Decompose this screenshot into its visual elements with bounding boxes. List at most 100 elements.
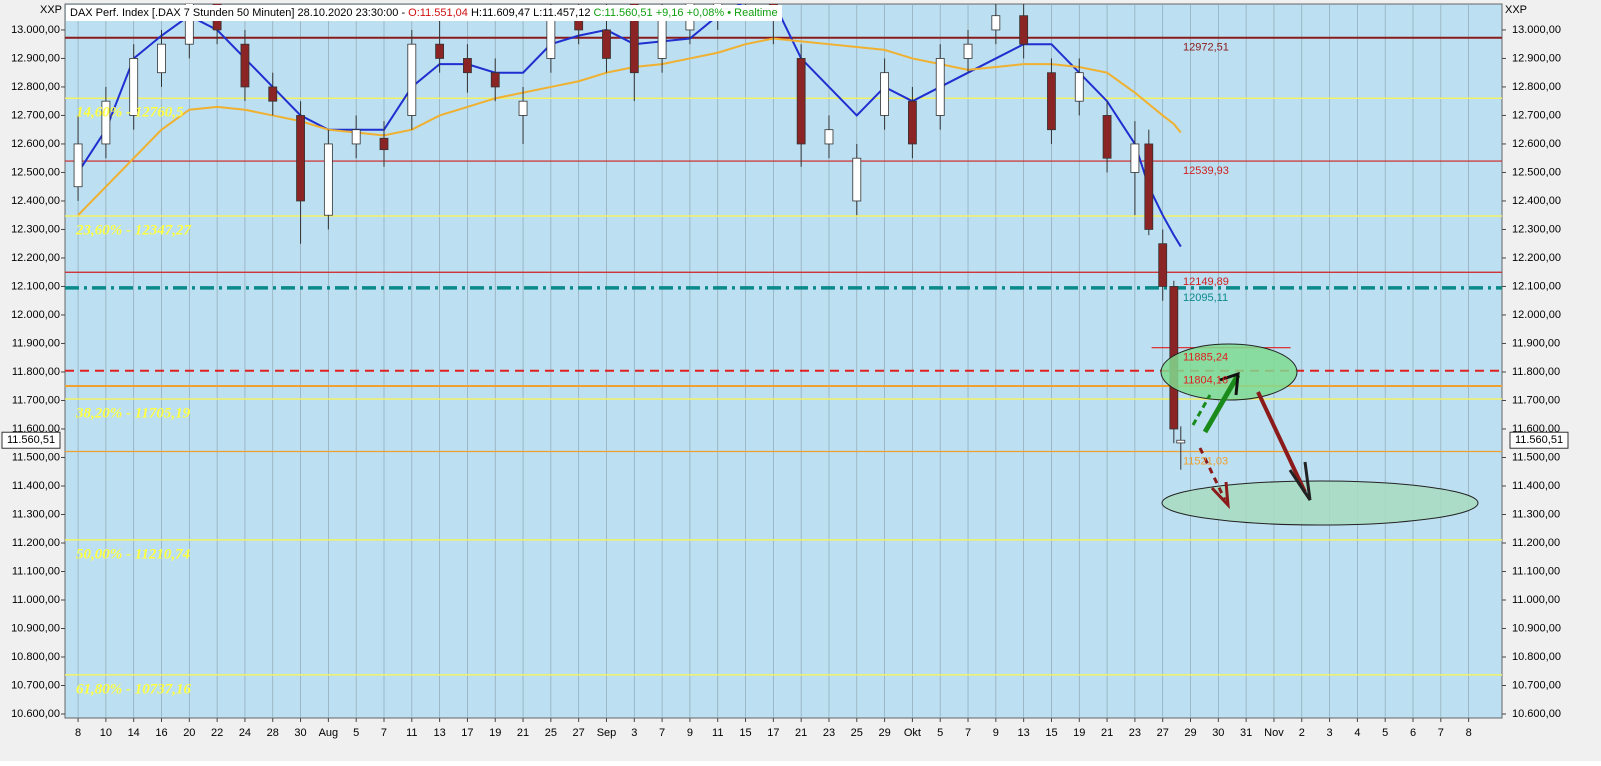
y-tick-label: 12.300,00	[1512, 223, 1561, 235]
x-tick-label: 20	[183, 727, 195, 739]
header-box	[66, 5, 782, 21]
target-zone	[1161, 480, 1479, 526]
y-tick-label: 11.100,00	[12, 565, 60, 577]
y-tick-label: 12.200,00	[1512, 252, 1561, 264]
axis-label: XXP	[1505, 4, 1527, 16]
y-tick-label: 12.100,00	[11, 280, 60, 292]
price-tag-label: 11.560,51	[1515, 434, 1563, 446]
candle-body	[73, 143, 83, 188]
x-tick-label: 3	[631, 727, 637, 739]
y-tick-label: 12.900,00	[1512, 52, 1561, 64]
title: DAX Perf. Index [.DAX 7 Stunden 50 Minut…	[70, 7, 405, 19]
y-tick-label: 13.000,00	[11, 24, 60, 36]
x-tick-label: 14	[128, 727, 140, 739]
target-zone	[1160, 343, 1298, 401]
candle-body	[184, 4, 194, 45]
candle-body	[323, 143, 333, 216]
x-tick-label: Sep	[597, 727, 617, 739]
x-tick-label: 19	[1073, 727, 1085, 739]
y-tick-label: 10.600,00	[1512, 708, 1561, 720]
y-tick-label: 12.700,00	[1512, 109, 1561, 121]
candle-body	[1047, 72, 1056, 131]
x-tick-label: 21	[1101, 727, 1113, 739]
x-tick-label: 6	[1410, 727, 1416, 739]
candle-body	[157, 43, 166, 74]
x-tick-label: 13	[433, 727, 445, 739]
level-label: 12095,11	[1183, 292, 1228, 304]
y-tick-label: 10.600,00	[11, 708, 60, 720]
candle-body	[963, 43, 973, 59]
candle-body	[991, 15, 1001, 31]
x-tick-label: 7	[381, 727, 387, 739]
candle-body	[1074, 72, 1084, 102]
fib-label: 38,20% - 11705,19	[75, 405, 191, 421]
x-tick-label: 7	[1438, 727, 1444, 739]
candle-body	[1158, 243, 1168, 287]
candle-body	[796, 58, 806, 145]
arrow	[1198, 447, 1227, 501]
x-tick-label: 28	[267, 727, 279, 739]
x-tick-label: 3	[1327, 727, 1333, 739]
x-tick-label: 5	[937, 727, 943, 739]
x-tick-label: 21	[795, 727, 807, 739]
x-tick-label: 27	[1157, 727, 1169, 739]
y-tick-label: 11.900,00	[12, 337, 60, 349]
candle-body	[240, 43, 250, 88]
x-tick-label: 19	[489, 727, 501, 739]
candle-body	[824, 129, 834, 145]
y-tick-label: 11.500,00	[1512, 451, 1560, 463]
y-tick-label: 10.900,00	[11, 622, 60, 634]
candle-body	[296, 115, 305, 202]
annotations	[1160, 343, 1479, 526]
y-tick-label: 12.800,00	[1512, 81, 1561, 93]
x-tick-label: 29	[878, 727, 890, 739]
candle-body	[1102, 115, 1112, 159]
y-tick-label: 11.300,00	[12, 508, 60, 520]
candle-body	[908, 100, 917, 145]
x-tick-label: 17	[461, 727, 473, 739]
x-tick-label: 30	[294, 727, 306, 739]
y-tick-label: 11.800,00	[1512, 366, 1560, 378]
y-tick-label: 11.300,00	[1512, 508, 1560, 520]
x-tick-label: 25	[545, 727, 557, 739]
y-tick-label: 12.000,00	[1512, 309, 1561, 321]
x-tick-label: 4	[1354, 727, 1360, 739]
header: DAX Perf. Index [.DAX 7 Stunden 50 Minut…	[70, 7, 778, 19]
candle-body	[268, 86, 278, 102]
candle-body	[407, 43, 417, 116]
y-tick-label: 11.700,00	[12, 394, 60, 406]
y-tick-label: 11.800,00	[12, 366, 60, 378]
candle-body	[602, 29, 611, 59]
y-tick-label: 11.400,00	[1512, 480, 1560, 492]
x-tick-label: 8	[75, 727, 81, 739]
x-tick-label: 9	[993, 727, 999, 739]
x-tick-label: 2	[1299, 727, 1305, 739]
x-tick-label: 7	[965, 727, 971, 739]
y-tick-label: 11.200,00	[12, 537, 60, 549]
x-tick-label: 11	[712, 727, 723, 739]
y-tick-label: 12.400,00	[11, 195, 60, 207]
price-tag	[1, 431, 61, 449]
fib-label: 23,60% - 12347,27	[75, 222, 191, 238]
candle-body	[435, 43, 445, 59]
x-tick-label: 27	[573, 727, 585, 739]
x-tick-label: 13	[1018, 727, 1030, 739]
candle-body	[546, 15, 556, 59]
y-tick-label: 12.700,00	[11, 109, 60, 121]
y-tick-label: 11.000,00	[1512, 594, 1560, 606]
level-label: 11804,16	[1183, 375, 1228, 387]
high-low-values: H:11.609,47 L:11.457,12	[471, 7, 590, 19]
x-tick-label: 22	[211, 727, 223, 739]
x-tick-label: 17	[767, 727, 779, 739]
arrow-head	[1210, 481, 1230, 510]
fib-label: 61,80% - 10737,16	[76, 681, 191, 697]
x-tick-label: 25	[851, 727, 863, 739]
level-label: 11885,24	[1183, 352, 1228, 364]
y-tick-label: 10.800,00	[1512, 651, 1561, 663]
candle-body	[463, 58, 472, 74]
x-tick-label: 21	[517, 727, 529, 739]
fib-label: 14,60% - 12760,5	[76, 105, 184, 121]
candle-body	[935, 58, 945, 116]
y-tick-label: 12.100,00	[1512, 280, 1561, 292]
